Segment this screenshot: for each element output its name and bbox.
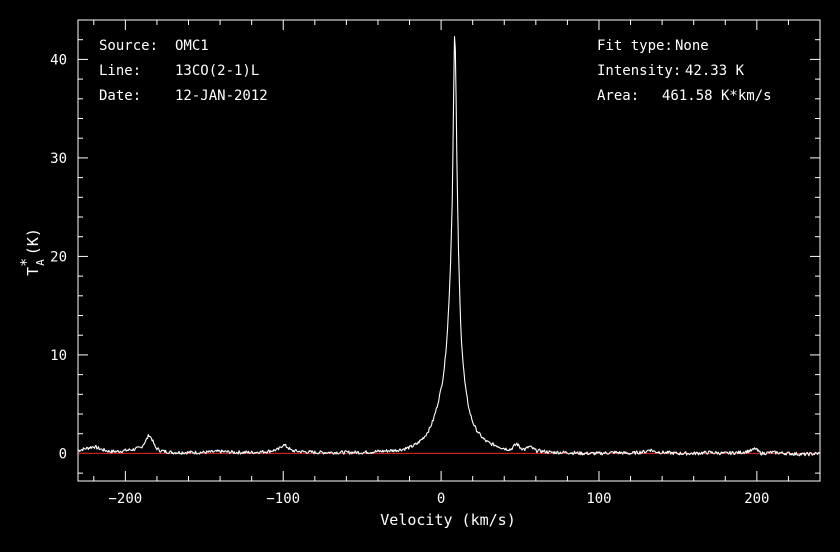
y-axis-title-unit: (K) [24,228,42,255]
x-tick-label: −200 [109,491,143,507]
info-right: Fit type: None Intensity: 42.33 K Area: … [597,38,772,104]
area-value: 461.58 K*km/s [662,88,772,104]
x-axis-title: Velocity (km/s) [380,511,515,529]
fit-type-value: None [675,38,709,54]
y-tick-label: 0 [59,446,67,462]
x-tick-label: 100 [586,491,611,507]
y-tick-label: 30 [50,151,67,167]
date-key: Date: [99,88,141,104]
x-tick-label: −100 [266,491,300,507]
source-key: Source: [99,38,158,54]
y-axis-title-sub: A [34,259,47,266]
intensity-key: Intensity: [597,63,681,79]
date-value: 12-JAN-2012 [175,88,268,104]
spectrum-line [77,35,821,457]
x-tick-label: 200 [744,491,769,507]
source-value: OMC1 [175,38,209,54]
info-left: Source: OMC1 Line: 13CO(2-1)L Date: 12-J… [99,38,268,104]
y-tick-label: 20 [50,249,67,265]
line-value: 13CO(2-1)L [175,63,259,79]
y-tick-label: 10 [50,348,67,364]
fit-type-key: Fit type: [597,38,673,54]
y-axis-title: T*A (K) [17,228,47,276]
y-tick-label: 40 [50,52,67,68]
svg-text:T*A(K): T*A (K) [17,228,47,276]
line-key: Line: [99,63,141,79]
x-tick-label: 0 [437,491,445,507]
area-key: Area: [597,88,639,104]
y-axis-title-main: T [24,267,42,276]
tick-labels: −200 −100 0 100 200 0 10 20 30 40 [50,52,769,507]
y-axis-title-sup: * [17,258,35,267]
intensity-value: 42.33 K [685,63,745,79]
plot-frame [77,19,821,482]
